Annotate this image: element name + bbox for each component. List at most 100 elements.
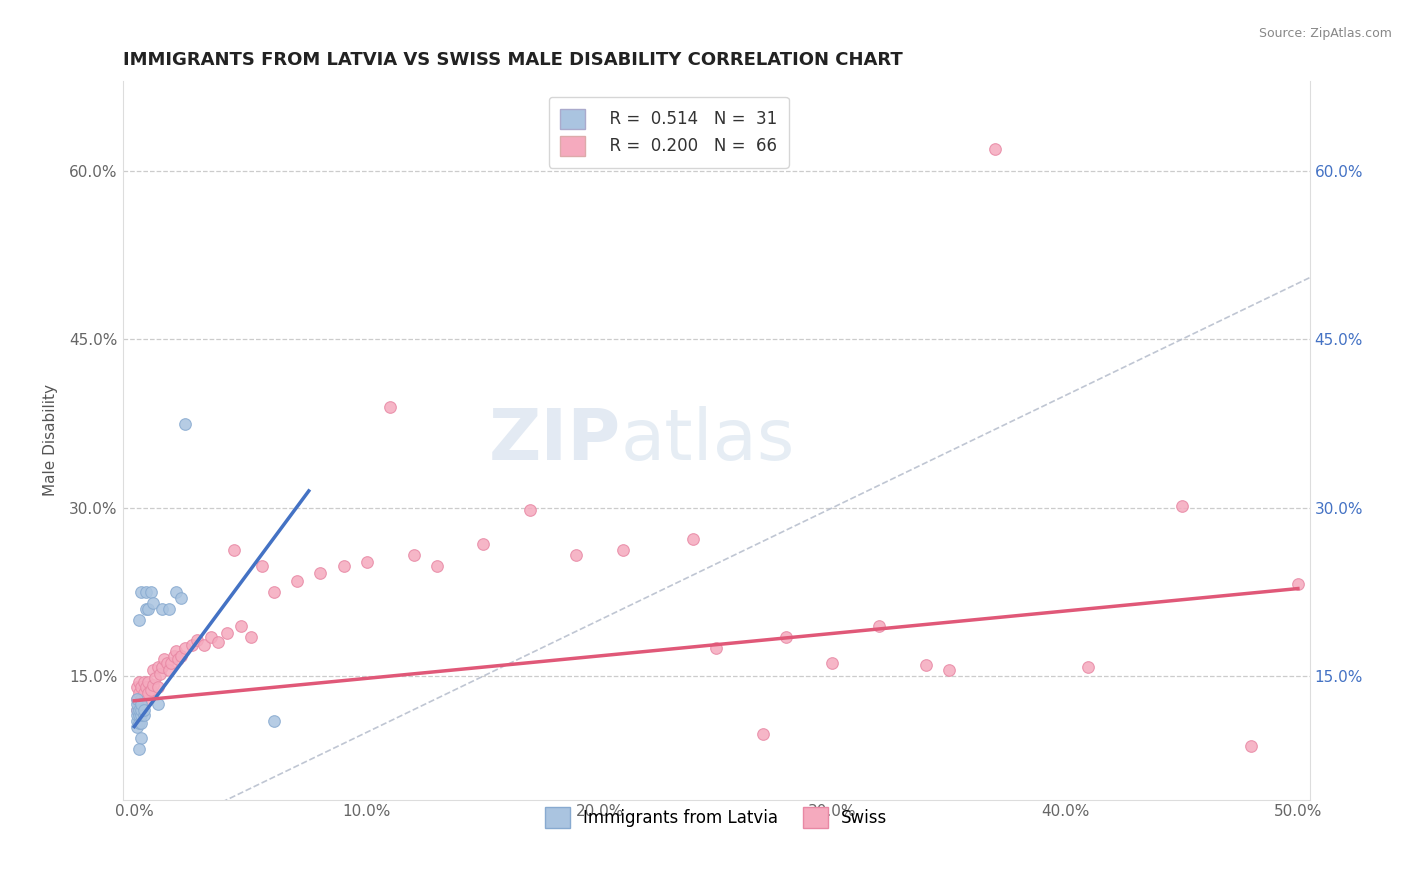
Point (150, 601, 173, 615)
Point (146, 681, 169, 695)
Point (704, 640, 727, 655)
Point (775, 630, 797, 644)
Point (170, 591, 193, 605)
Point (142, 596, 165, 610)
Point (128, 697, 150, 711)
Point (239, 630, 262, 644)
Point (165, 644, 187, 658)
Text: Source: ZipAtlas.com: Source: ZipAtlas.com (1258, 27, 1392, 40)
Point (129, 716, 152, 731)
Point (135, 585, 157, 599)
Point (914, 657, 936, 672)
Point (128, 674, 150, 689)
Point (612, 543, 634, 558)
Point (167, 652, 190, 666)
Point (186, 633, 208, 648)
Point (150, 660, 173, 674)
Point (128, 686, 150, 700)
Text: ZIP: ZIP (489, 406, 621, 475)
Point (252, 559, 274, 574)
Point (472, 536, 495, 550)
Point (128, 716, 150, 731)
Point (938, 664, 960, 678)
Point (129, 703, 152, 717)
Point (129, 681, 152, 695)
Point (125, 691, 148, 706)
Point (143, 671, 166, 685)
Point (207, 635, 229, 649)
Point (519, 503, 541, 517)
Point (380, 400, 402, 414)
Point (332, 559, 354, 574)
Point (139, 585, 162, 599)
Point (128, 708, 150, 723)
Point (356, 555, 378, 569)
Point (170, 648, 193, 663)
Point (1077, 660, 1099, 674)
Point (136, 601, 159, 615)
Point (128, 703, 150, 717)
Point (263, 714, 285, 728)
Point (1286, 577, 1309, 591)
Point (224, 543, 246, 558)
Point (135, 601, 157, 615)
Point (132, 674, 155, 689)
Point (163, 648, 186, 663)
Point (285, 574, 308, 588)
Point (136, 674, 159, 689)
Point (142, 678, 165, 692)
Point (174, 640, 197, 655)
Point (128, 613, 150, 627)
Point (165, 585, 187, 599)
Point (132, 686, 155, 700)
Point (139, 682, 162, 697)
Point (157, 664, 180, 678)
Point (231, 618, 253, 632)
Point (129, 708, 152, 723)
Point (125, 681, 148, 695)
Point (149, 666, 172, 681)
Point (125, 697, 148, 711)
Point (146, 660, 169, 674)
Point (129, 731, 152, 745)
Point (142, 664, 165, 678)
Text: atlas: atlas (621, 406, 796, 475)
Point (135, 694, 157, 708)
Point (682, 532, 704, 546)
Point (751, 727, 773, 741)
Point (125, 714, 148, 728)
Point (565, 548, 588, 562)
Point (128, 742, 150, 756)
Point (821, 656, 844, 670)
Point (217, 626, 239, 640)
Point (146, 697, 169, 711)
Text: IMMIGRANTS FROM LATVIA VS SWISS MALE DISABILITY CORRELATION CHART: IMMIGRANTS FROM LATVIA VS SWISS MALE DIS… (122, 51, 903, 69)
Point (193, 638, 215, 652)
Point (402, 548, 425, 562)
Point (125, 703, 148, 717)
Point (426, 559, 449, 574)
Point (200, 630, 222, 644)
Point (129, 691, 152, 706)
Point (263, 585, 285, 599)
Y-axis label: Male Disability: Male Disability (44, 384, 58, 497)
Point (125, 703, 148, 717)
Point (125, 720, 148, 734)
Legend: Immigrants from Latvia, Swiss: Immigrants from Latvia, Swiss (538, 801, 894, 834)
Point (136, 686, 159, 700)
Point (125, 691, 148, 706)
Point (132, 703, 155, 717)
Point (153, 652, 176, 666)
Point (984, 142, 1007, 156)
Point (157, 601, 180, 615)
Point (135, 681, 157, 695)
Point (174, 417, 197, 431)
Point (160, 656, 183, 670)
Point (868, 618, 890, 632)
Point (1240, 739, 1263, 753)
Point (129, 585, 152, 599)
Point (132, 708, 155, 723)
Point (129, 697, 152, 711)
Point (309, 566, 332, 580)
Point (1170, 499, 1192, 513)
